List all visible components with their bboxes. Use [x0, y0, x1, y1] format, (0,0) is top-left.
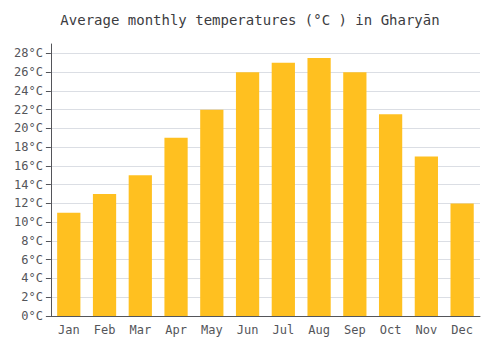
- svg-text:Oct: Oct: [380, 323, 402, 337]
- svg-text:12°C: 12°C: [14, 196, 43, 210]
- svg-text:0°C: 0°C: [21, 309, 43, 323]
- svg-text:16°C: 16°C: [14, 159, 43, 173]
- svg-text:Sep: Sep: [344, 323, 366, 337]
- svg-text:8°C: 8°C: [21, 234, 43, 248]
- svg-text:Apr: Apr: [165, 323, 187, 337]
- svg-text:Average monthly temperatures (: Average monthly temperatures (°C ) in Gh…: [60, 12, 439, 28]
- svg-text:2°C: 2°C: [21, 290, 43, 304]
- svg-text:Jul: Jul: [272, 323, 294, 337]
- svg-text:24°C: 24°C: [14, 84, 43, 98]
- svg-text:14°C: 14°C: [14, 178, 43, 192]
- svg-text:Aug: Aug: [308, 323, 330, 337]
- svg-text:Feb: Feb: [94, 323, 116, 337]
- svg-text:Nov: Nov: [416, 323, 438, 337]
- svg-text:26°C: 26°C: [14, 65, 43, 79]
- svg-text:Dec: Dec: [451, 323, 473, 337]
- svg-text:Jan: Jan: [58, 323, 80, 337]
- svg-text:22°C: 22°C: [14, 103, 43, 117]
- svg-text:May: May: [201, 323, 223, 337]
- svg-text:10°C: 10°C: [14, 215, 43, 229]
- svg-text:20°C: 20°C: [14, 121, 43, 135]
- svg-text:Jun: Jun: [237, 323, 259, 337]
- svg-text:Mar: Mar: [129, 323, 151, 337]
- svg-text:18°C: 18°C: [14, 140, 43, 154]
- svg-text:6°C: 6°C: [21, 253, 43, 267]
- svg-text:4°C: 4°C: [21, 271, 43, 285]
- svg-text:28°C: 28°C: [14, 46, 43, 60]
